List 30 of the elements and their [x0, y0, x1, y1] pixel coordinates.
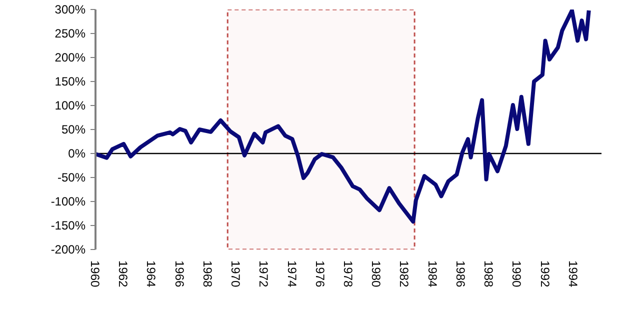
x-tick-label: 1966	[172, 260, 186, 288]
y-tick-label: 200%	[54, 50, 86, 64]
x-tick-label: 1980	[369, 260, 384, 288]
x-tick-label: 1978	[341, 260, 355, 288]
x-tick-label: 1982	[397, 260, 412, 288]
y-tick-label: -100%	[50, 194, 86, 208]
line-series	[96, 10, 591, 224]
y-tick-label: 250%	[54, 26, 86, 40]
x-tick-label: 1970	[228, 260, 243, 288]
x-tick-label: 1984	[425, 260, 440, 288]
x-tick-label: 1974	[284, 260, 299, 288]
y-tick-label: 100%	[54, 98, 86, 112]
y-tick-label: -150%	[50, 218, 86, 232]
y-tick-label: -50%	[57, 170, 86, 184]
y-tick-label: 150%	[54, 74, 86, 88]
x-tick-label: 1976	[312, 260, 327, 288]
x-tick-label: 1994	[566, 260, 580, 288]
x-tick-label: 1964	[144, 260, 158, 288]
x-tick-label: 1960	[88, 260, 102, 288]
x-tick-label: 1988	[482, 260, 496, 288]
x-tick-label: 1992	[538, 260, 552, 288]
y-tick-label: -200%	[50, 242, 86, 256]
y-tick-label: 0%	[68, 146, 86, 160]
x-tick-label: 1972	[256, 260, 271, 288]
y-tick-label: 300%	[54, 2, 86, 16]
y-tick-label: 50%	[61, 122, 86, 136]
x-tick-label: 1990	[510, 260, 524, 288]
x-tick-label: 1986	[453, 260, 468, 288]
x-tick-label: 1968	[200, 260, 214, 288]
x-tick-label: 1962	[116, 260, 130, 288]
